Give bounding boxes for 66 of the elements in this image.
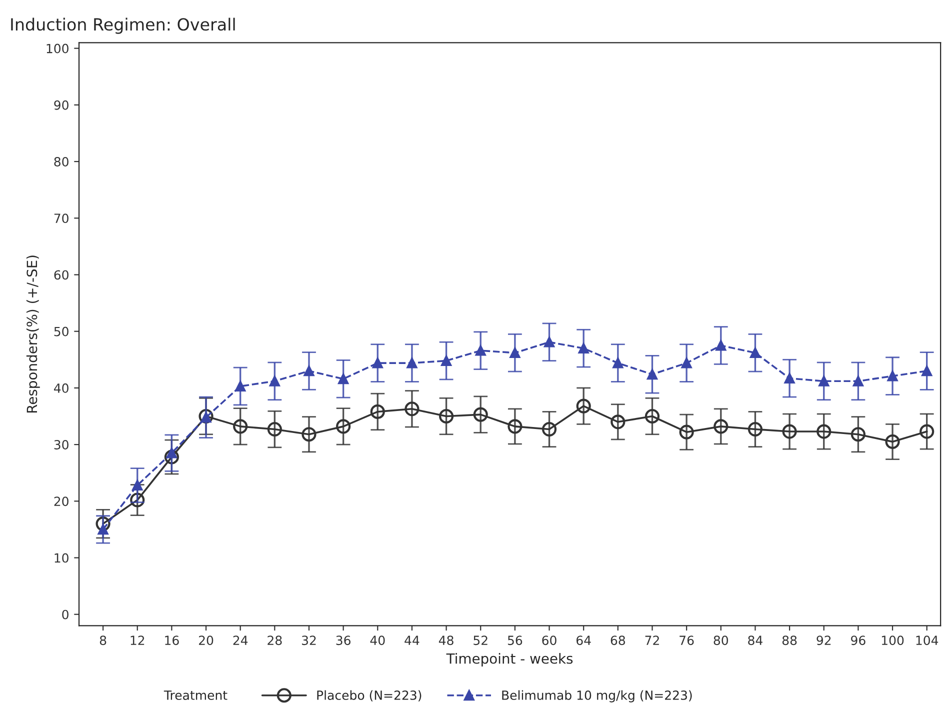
y-tick-label: 40 <box>54 383 68 393</box>
x-tick-label: 56 <box>508 636 522 646</box>
x-tick-label: 60 <box>542 636 556 646</box>
x-tick-label: 8 <box>100 636 106 646</box>
point <box>370 404 385 420</box>
x-tick-label: 24 <box>233 636 248 645</box>
x-tick-label: 52 <box>474 636 488 646</box>
y-tick-label: 60 <box>54 270 68 280</box>
x-tick-label: 20 <box>198 636 214 646</box>
point <box>610 414 626 430</box>
y-tick-label: 90 <box>54 100 68 110</box>
point <box>714 419 728 434</box>
point <box>782 424 797 439</box>
x-tick-label: 96 <box>851 636 866 646</box>
y-tick-label: 70 <box>54 214 68 224</box>
point <box>233 419 248 434</box>
point <box>679 424 694 440</box>
point <box>576 398 591 414</box>
point <box>404 402 420 416</box>
point <box>164 450 179 464</box>
point <box>748 422 763 437</box>
y-tick-label: 80 <box>54 157 68 166</box>
x-tick-label: 72 <box>645 636 659 645</box>
x-tick-label: 28 <box>268 636 282 646</box>
y-tick-label: 30 <box>54 440 68 450</box>
y-tick-label: 50 <box>54 326 68 336</box>
x-tick-label: 92 <box>816 636 831 646</box>
point <box>920 424 934 439</box>
point <box>542 422 557 437</box>
x-tick-label: 80 <box>714 636 728 646</box>
x-tick-label: 32 <box>302 636 316 646</box>
point <box>336 419 351 434</box>
chart-title: Induction Regimen: Overall <box>11 18 235 34</box>
point <box>130 492 145 508</box>
legend-title: Treatment <box>164 690 228 700</box>
x-tick-label: 44 <box>404 636 420 645</box>
legend-label: Placebo (N=223) <box>317 690 422 702</box>
y-axis-title: Responders(%) (+/-SE) <box>26 256 40 413</box>
x-tick-label: 88 <box>782 636 797 646</box>
point <box>885 434 900 450</box>
point <box>850 427 866 442</box>
x-tick-label: 16 <box>165 636 179 646</box>
x-tick-label: 40 <box>370 636 385 646</box>
point <box>816 424 832 439</box>
x-tick-label: 12 <box>130 636 144 645</box>
x-tick-label: 68 <box>610 636 626 646</box>
x-tick-label: 104 <box>916 636 938 646</box>
point <box>644 408 660 424</box>
point <box>267 422 282 437</box>
x-axis-title: Timepoint - weeks <box>446 653 573 666</box>
x-tick-label: 48 <box>438 636 454 646</box>
point <box>96 516 110 532</box>
y-tick-label: 10 <box>54 553 68 563</box>
x-tick-label: 100 <box>882 636 904 646</box>
x-tick-label: 84 <box>748 636 762 646</box>
y-tick-label: 20 <box>54 496 68 506</box>
y-tick-label: 0 <box>62 610 68 620</box>
point <box>302 427 316 442</box>
point <box>508 419 522 434</box>
legend-label: Belimumab 10 mg/kg (N=223) <box>502 690 692 702</box>
x-tick-label: 64 <box>576 636 591 646</box>
point <box>473 407 488 422</box>
point <box>439 408 454 424</box>
x-tick-label: 76 <box>680 636 694 646</box>
y-tick-label: 100 <box>46 44 68 54</box>
x-tick-label: 36 <box>336 636 350 646</box>
